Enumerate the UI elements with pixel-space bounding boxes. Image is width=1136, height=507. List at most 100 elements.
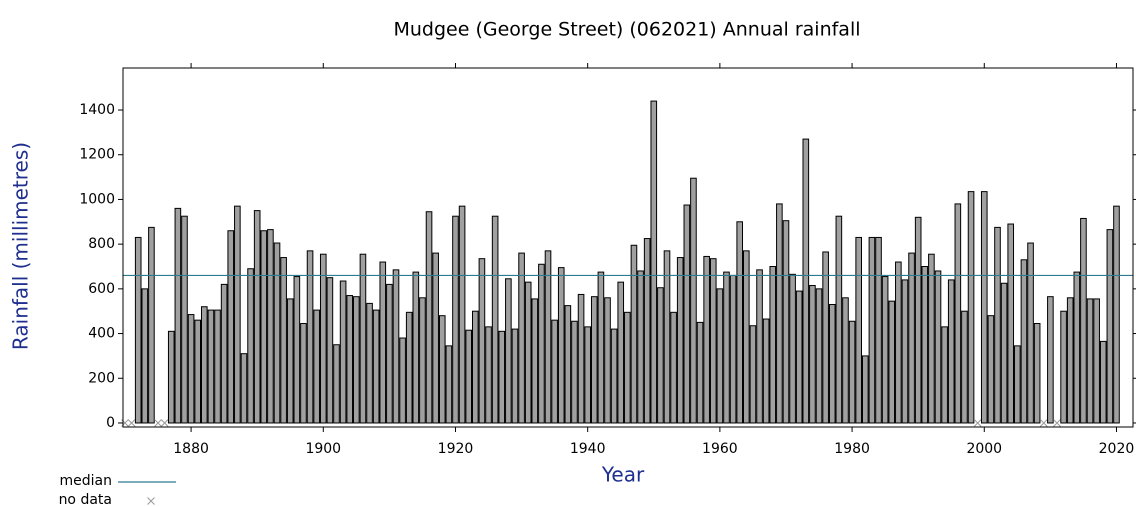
bar [564, 305, 572, 424]
bar [663, 250, 671, 424]
bar [485, 326, 492, 424]
bar [577, 293, 585, 424]
bar [630, 244, 638, 424]
x-tick-label: 1960 [702, 441, 738, 457]
bar [187, 314, 195, 424]
bar [650, 100, 658, 424]
bar [736, 221, 744, 424]
bar [366, 302, 373, 424]
bar [372, 309, 380, 424]
bar [901, 279, 909, 424]
x-tick-label: 1940 [570, 441, 606, 457]
bar [597, 271, 605, 424]
plot-frame [122, 67, 1134, 428]
bar [445, 345, 453, 424]
bar [703, 255, 710, 424]
bar [148, 226, 155, 424]
bar [571, 320, 578, 424]
bar [267, 229, 274, 424]
bar [617, 281, 625, 424]
bar [412, 271, 420, 424]
y-tick-label: 800 [88, 236, 115, 252]
bar [531, 298, 539, 424]
x-tick-label: 1980 [834, 441, 870, 457]
bar [743, 250, 750, 424]
bar [769, 266, 777, 424]
bar [1014, 345, 1021, 424]
bar [419, 297, 426, 424]
bar [379, 261, 387, 424]
bar [815, 288, 823, 424]
bar [809, 285, 816, 424]
bar [729, 274, 737, 424]
bar [1060, 310, 1067, 424]
bar [405, 311, 413, 424]
bar [313, 309, 320, 424]
bar [1033, 323, 1041, 424]
bar [505, 278, 512, 424]
bar [214, 309, 221, 424]
bar [716, 288, 724, 424]
bar [557, 267, 565, 424]
x-tick-label: 1920 [438, 441, 474, 457]
bar [888, 300, 896, 424]
bar [339, 280, 347, 424]
bar [987, 315, 995, 424]
x-tick-label: 2000 [966, 441, 1002, 457]
bar [855, 236, 862, 424]
bar [1080, 217, 1087, 424]
bar [1093, 298, 1100, 424]
bar [756, 269, 763, 424]
bar [822, 251, 829, 424]
bar [928, 253, 935, 424]
bar [861, 355, 869, 424]
x-tick-label: 2020 [1099, 441, 1135, 457]
bar [524, 281, 532, 424]
bar [551, 319, 558, 424]
y-tick-label: 0 [106, 415, 115, 431]
bar [676, 257, 684, 424]
bar [610, 328, 618, 424]
no-data-marker [1039, 419, 1048, 427]
bar [399, 337, 406, 424]
bar [220, 283, 228, 424]
bar [511, 328, 519, 424]
y-tick-label: 600 [88, 281, 115, 297]
bar [491, 215, 499, 424]
bar [776, 203, 783, 424]
bar [835, 215, 843, 424]
bar [1086, 298, 1094, 424]
bar [181, 215, 188, 424]
bar [604, 297, 611, 424]
bar [167, 330, 175, 424]
bar [657, 287, 664, 424]
bar [141, 288, 149, 424]
no-data-marker [160, 419, 169, 427]
bar [795, 290, 803, 424]
bar [1073, 271, 1081, 424]
bar [346, 295, 354, 424]
bar [914, 216, 922, 424]
bar [293, 276, 301, 424]
bar [359, 253, 367, 424]
x-axis-label: Year [601, 463, 645, 487]
bar [934, 270, 942, 424]
bar [392, 269, 400, 424]
bar [200, 306, 208, 424]
bar [1007, 223, 1015, 424]
bar [954, 203, 962, 424]
bar [326, 277, 334, 424]
bar [690, 177, 697, 424]
bar [544, 250, 552, 424]
bar [306, 250, 314, 424]
legend-label: median [60, 473, 112, 489]
bar [643, 238, 651, 424]
bar [498, 330, 506, 424]
bar [458, 205, 466, 424]
bar [286, 298, 294, 424]
bar [921, 266, 929, 424]
bar [465, 329, 473, 424]
y-tick-label: 1000 [79, 191, 115, 207]
y-tick-label: 400 [88, 326, 115, 342]
bar [1047, 296, 1054, 424]
